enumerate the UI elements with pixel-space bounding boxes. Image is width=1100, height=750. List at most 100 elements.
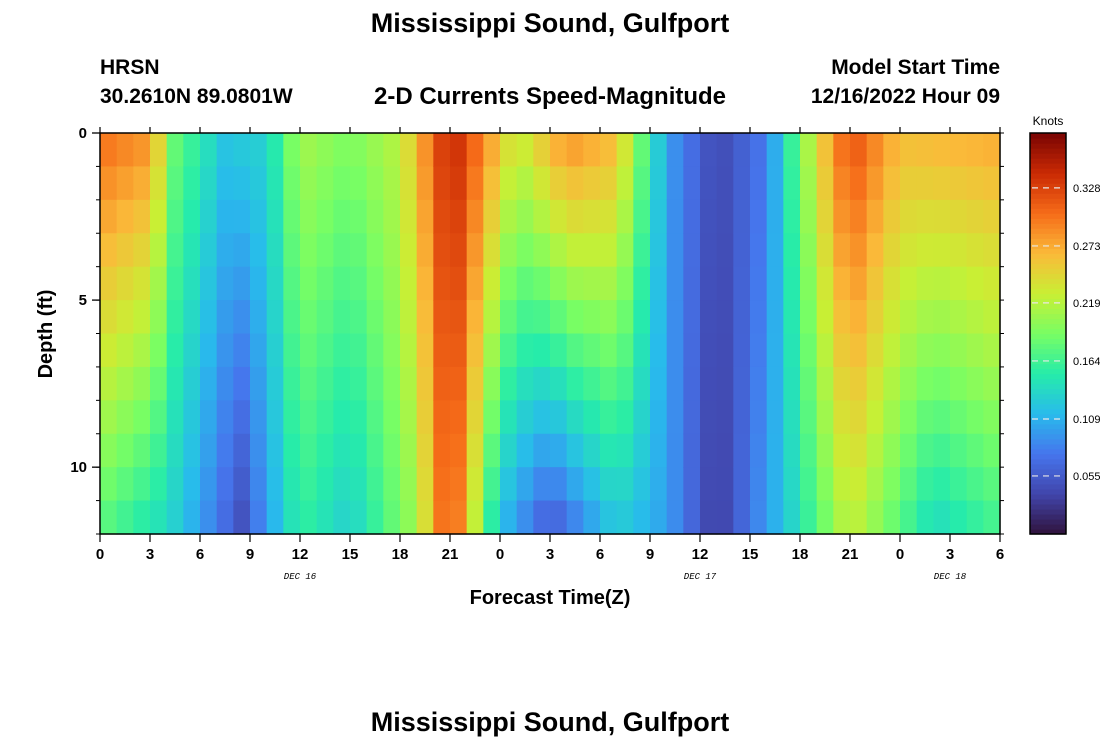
heatmap-cell (550, 166, 568, 201)
colorbar-swatch (1030, 523, 1066, 530)
heatmap-cell (900, 467, 918, 502)
heatmap-cell (366, 333, 384, 368)
heatmap-cell (733, 467, 751, 502)
heatmap-cell (933, 366, 951, 401)
heatmap-cell (633, 300, 651, 335)
heatmap-cell (316, 433, 334, 468)
colorbar-swatch (1030, 268, 1066, 274)
heatmap-cell (333, 199, 351, 234)
heatmap-cell (800, 166, 818, 201)
colorbar-swatch (1030, 218, 1066, 224)
heatmap-cell (983, 133, 1001, 168)
colorbar-swatch (1030, 303, 1066, 310)
heatmap-cell (383, 366, 401, 401)
heatmap-cell (283, 233, 301, 268)
heatmap-cell (583, 467, 601, 502)
heatmap-cell (466, 266, 484, 301)
colorbar-swatch (1030, 228, 1066, 234)
heatmap-cell (216, 366, 234, 401)
heatmap-cell (883, 166, 901, 201)
heatmap-cell (200, 433, 218, 468)
x-tick-label: 15 (342, 546, 359, 563)
heatmap-cell (450, 166, 468, 201)
heatmap-cell (333, 133, 351, 168)
heatmap-cell (683, 500, 701, 535)
heatmap-cell (883, 266, 901, 301)
heatmap-cell (850, 333, 868, 368)
heatmap-cell (533, 233, 551, 268)
heatmap-cell (166, 500, 184, 535)
heatmap-cell (916, 500, 934, 535)
heatmap-cell (916, 467, 934, 502)
heatmap-cell (333, 166, 351, 201)
heatmap-cell (483, 366, 501, 401)
heatmap-cell (800, 400, 818, 435)
heatmap-cell (866, 133, 884, 168)
heatmap-cell (233, 400, 251, 435)
heatmap-cell (333, 233, 351, 268)
heatmap-cell (150, 467, 168, 502)
x-tick-label: 3 (546, 546, 554, 563)
heatmap-cell (766, 199, 784, 234)
heatmap-cell (416, 467, 434, 502)
colorbar-swatch (1030, 323, 1066, 330)
heatmap-cell (883, 366, 901, 401)
heatmap-cell (166, 366, 184, 401)
heatmap-cell (216, 199, 234, 234)
heatmap-cell (150, 133, 168, 168)
heatmap-cell (300, 467, 318, 502)
heatmap-cell (683, 266, 701, 301)
heatmap-cell (250, 300, 268, 335)
heatmap-cell (566, 233, 584, 268)
heatmap-cell (366, 233, 384, 268)
heatmap-cell (883, 400, 901, 435)
heatmap-cell (700, 133, 718, 168)
heatmap-cell (600, 366, 618, 401)
heatmap-cell (100, 233, 118, 268)
heatmap-cell (450, 433, 468, 468)
heatmap-cell (333, 300, 351, 335)
heatmap-cell (183, 266, 201, 301)
heatmap-cell (700, 333, 718, 368)
heatmap-cell (550, 467, 568, 502)
heatmap-cell (416, 300, 434, 335)
heatmap-cell (266, 333, 284, 368)
heatmap-cell (750, 199, 768, 234)
heatmap-cell (200, 233, 218, 268)
colorbar-swatch (1030, 278, 1066, 284)
heatmap-cell (466, 199, 484, 234)
colorbar-swatch (1030, 518, 1066, 525)
y-axis: 0 5 10 (70, 125, 1004, 535)
heatmap-cell (283, 433, 301, 468)
heatmap-cell (700, 266, 718, 301)
heatmap-cell (150, 266, 168, 301)
heatmap-cell (783, 133, 801, 168)
footer-title: Mississippi Sound, Gulfport (370, 707, 730, 737)
heatmap-cell (216, 300, 234, 335)
heatmap-cell (666, 266, 684, 301)
heatmap-cell (266, 266, 284, 301)
heatmap-cell (950, 400, 968, 435)
heatmap-cell (616, 333, 634, 368)
heatmap-cell (133, 133, 151, 168)
heatmap-cell (783, 433, 801, 468)
heatmap-cell (433, 133, 451, 168)
heatmap-cell (483, 500, 501, 535)
station-id: HRSN (100, 56, 160, 79)
heatmap-cell (350, 467, 368, 502)
heatmap-cell (916, 266, 934, 301)
y-tick-label: 10 (70, 459, 87, 476)
heatmap-cell (300, 400, 318, 435)
heatmap-cell (900, 166, 918, 201)
heatmap-cell (766, 233, 784, 268)
heatmap-cell (433, 199, 451, 234)
heatmap-cell (766, 300, 784, 335)
heatmap-cell (750, 433, 768, 468)
colorbar-swatch (1030, 493, 1066, 500)
heatmap-cell (950, 199, 968, 234)
heatmap-cell (500, 433, 518, 468)
colorbar-swatch (1030, 153, 1066, 159)
heatmap-cell (233, 233, 251, 268)
heatmap-cell (450, 133, 468, 168)
heatmap-cell (683, 199, 701, 234)
